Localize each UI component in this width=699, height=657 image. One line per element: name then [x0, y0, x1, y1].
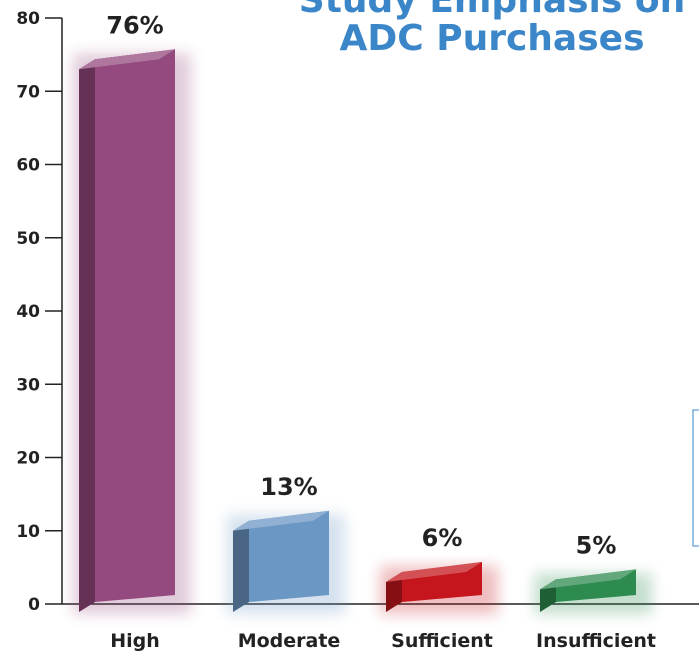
category-label: High	[110, 630, 160, 652]
y-tick-label: 0	[28, 595, 40, 615]
y-tick-label: 40	[16, 302, 40, 322]
category-label: Sufficient	[391, 630, 493, 652]
bar-top-face	[79, 49, 175, 70]
bar-value-label: 13%	[260, 473, 317, 501]
bar-top-face	[233, 510, 329, 531]
bar-value-label: 6%	[422, 524, 463, 552]
bar-front-face	[249, 510, 329, 602]
y-tick-label: 50	[16, 229, 40, 249]
bar-moderate	[227, 510, 345, 614]
bar-side-face	[233, 520, 249, 612]
bar-insufficient	[534, 569, 652, 614]
chart-title-line-1: Study Emphasis on	[299, 0, 685, 21]
category-label: Insufficient	[536, 630, 656, 652]
bar-value-label: 5%	[576, 531, 617, 559]
bar-top-face	[540, 569, 636, 590]
y-tick-label: 60	[16, 156, 40, 176]
bar-value-label: 76%	[106, 11, 163, 39]
bar-top-face	[386, 562, 482, 583]
category-label: Moderate	[238, 630, 341, 652]
bar-front-face	[95, 49, 175, 603]
bar-side-face	[386, 572, 402, 612]
y-tick-label: 80	[16, 9, 40, 29]
annotation-box	[692, 409, 699, 547]
y-tick-label: 10	[16, 522, 40, 542]
bar-side-face	[79, 59, 95, 613]
y-tick-label: 20	[16, 449, 40, 469]
chart-title-line-2: ADC Purchases	[340, 18, 645, 59]
bar-sufficient	[380, 562, 498, 614]
y-tick-label: 30	[16, 375, 40, 395]
y-tick-label: 70	[16, 82, 40, 102]
bar-high	[73, 49, 191, 615]
